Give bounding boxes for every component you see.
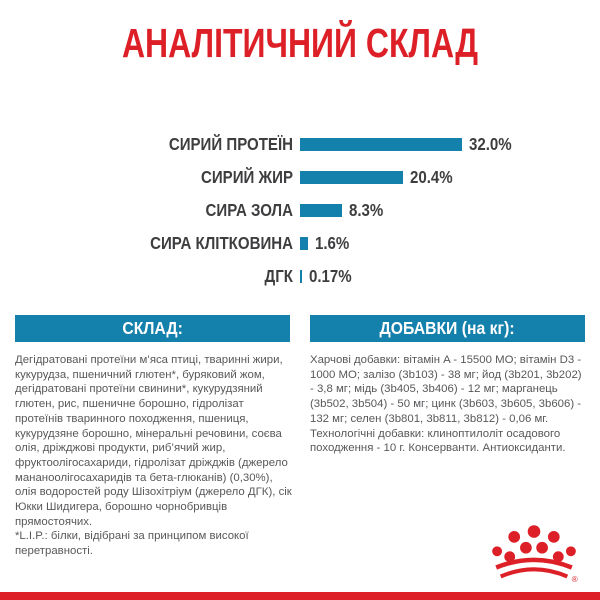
additives-body-text: Харчові добавки: вітамін A - 15500 МО; в… (310, 354, 582, 455)
chart-row: СИРИЙ ПРОТЕЇН 32.0% (0, 128, 600, 161)
chart-row: СИРА ЗОЛА 8.3% (0, 194, 600, 227)
chart-bar (300, 138, 462, 151)
composition-column: Дегідратовані протеїни м’яса птиці, твар… (15, 353, 293, 559)
composition-header: СКЛАД: (15, 315, 290, 342)
chart-category-label: СИРИЙ ЖИР (200, 167, 293, 187)
bottom-red-strip (0, 592, 600, 600)
analytical-composition-chart: СИРИЙ ПРОТЕЇН 32.0% СИРИЙ ЖИР 20.4% СИРА ЗОЛ… (0, 128, 600, 293)
additives-column: Харчові добавки: вітамін A - 15500 МО; в… (310, 353, 588, 456)
royal-canin-crown-icon: ® (492, 525, 578, 584)
chart-bar (300, 171, 404, 184)
additives-header: ДОБАВКИ (на кг): (310, 315, 585, 342)
additives-header-label: ДОБАВКИ (на кг): (379, 318, 516, 338)
chart-bar (300, 204, 342, 217)
chart-category-label: ДГК (264, 266, 293, 286)
chart-bar (300, 237, 309, 250)
composition-body-text: Дегідратовані протеїни м’яса птиці, твар… (15, 354, 292, 528)
registered-mark: ® (572, 575, 578, 584)
chart-value-label: 20.4% (410, 167, 453, 187)
chart-bar (300, 270, 302, 283)
chart-value-label: 1.6% (315, 233, 350, 253)
chart-value-label: 0.17% (309, 266, 352, 286)
chart-category-label: СИРА ЗОЛА (205, 200, 293, 220)
chart-row: СИРА КЛІТКОВИНА 1.6% (0, 227, 600, 260)
page-title: АНАЛІТИЧНИЙ СКЛАД (121, 20, 479, 66)
chart-value-label: 32.0% (468, 134, 512, 154)
chart-value-label: 8.3% (348, 200, 384, 220)
chart-category-label: СИРИЙ ПРОТЕЇН (168, 134, 293, 154)
composition-footnote: *L.I.P.: білки, відібрані за принципом в… (15, 530, 249, 558)
chart-row: ДГК 0.17% (0, 260, 600, 293)
chart-row: СИРИЙ ЖИР 20.4% (0, 161, 600, 194)
composition-header-label: СКЛАД: (122, 318, 183, 338)
chart-category-label: СИРА КЛІТКОВИНА (150, 233, 293, 253)
